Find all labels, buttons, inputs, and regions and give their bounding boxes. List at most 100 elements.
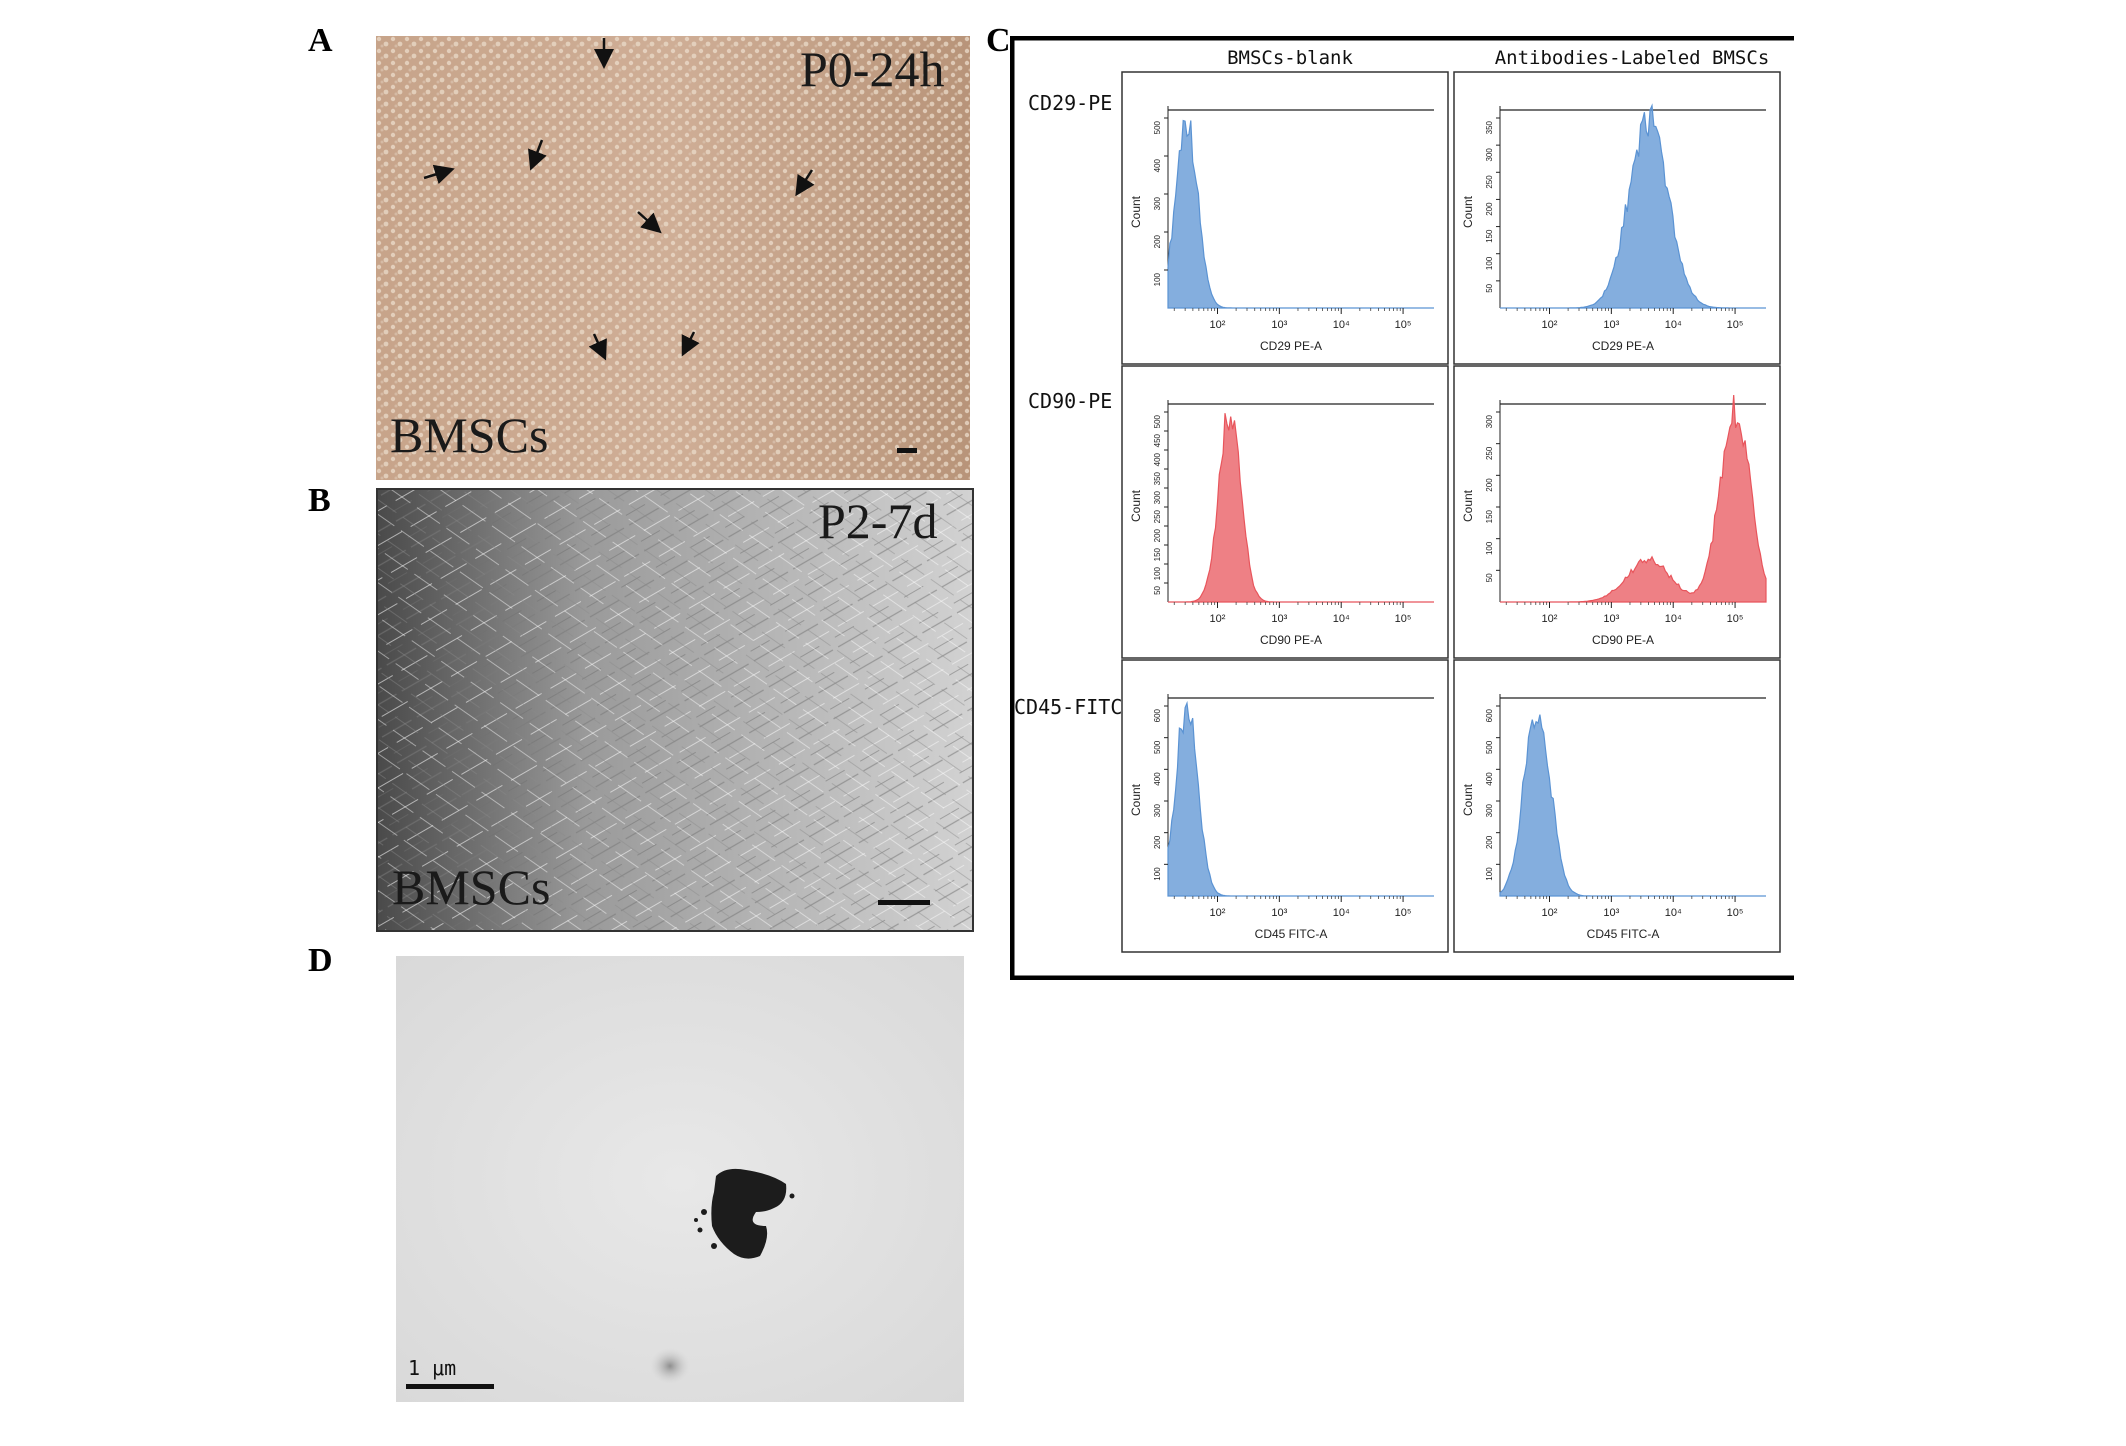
y-tick-label: 150 <box>1485 509 1494 523</box>
x-tick-label: 10² <box>1542 907 1558 919</box>
y-tick-label: 300 <box>1153 803 1162 817</box>
y-tick-label: 50 <box>1485 573 1494 582</box>
x-tick-label: 10³ <box>1603 907 1619 919</box>
column-header-blank: BMSCs-blank <box>1227 47 1353 69</box>
micrograph-b-image <box>378 490 972 930</box>
y-axis-label: Count <box>1129 489 1143 522</box>
y-tick-label: 500 <box>1153 120 1162 134</box>
y-tick-label: 500 <box>1153 414 1162 428</box>
x-axis-label: CD45 FITC-A <box>1587 927 1660 941</box>
x-tick-label: 10⁴ <box>1665 319 1682 331</box>
cell-label-b: BMSCs <box>392 859 551 915</box>
x-tick-label: 10⁵ <box>1727 907 1744 919</box>
histogram-fill <box>1499 714 1766 897</box>
tem-panel-d: 1 μm <box>396 956 964 1402</box>
histogram-fill <box>1167 700 1434 897</box>
y-tick-label: 100 <box>1153 272 1162 286</box>
x-tick-label: 10³ <box>1271 907 1287 919</box>
y-tick-label: 250 <box>1153 509 1162 523</box>
y-tick-label: 100 <box>1153 867 1162 881</box>
histogram-fill <box>1500 103 1766 309</box>
y-tick-label: 200 <box>1153 234 1162 248</box>
x-tick-label: 10³ <box>1271 613 1287 625</box>
x-axis-label: CD90 PE-A <box>1260 633 1322 647</box>
y-axis-label: Count <box>1461 489 1475 522</box>
histogram-plot: 50 100 150 200 250 300 10² 10³ 10⁴ 10⁵ Count CD90 P… <box>1453 365 1781 659</box>
y-tick-label: 50 <box>1485 283 1494 292</box>
y-tick-label: 300 <box>1153 196 1162 210</box>
y-tick-label: 400 <box>1153 772 1162 786</box>
panel-letter-b: B <box>308 482 331 519</box>
y-tick-label: 250 <box>1485 175 1494 189</box>
y-tick-label: 200 <box>1485 478 1494 492</box>
x-tick-label: 10⁵ <box>1395 613 1412 625</box>
x-tick-label: 10² <box>1210 319 1226 331</box>
histogram-fill <box>1167 119 1434 309</box>
y-tick-label: 150 <box>1485 229 1494 243</box>
scale-bar-label: 1 μm <box>408 1356 457 1380</box>
x-tick-label: 10⁴ <box>1333 319 1350 331</box>
x-tick-label: 10² <box>1210 613 1226 625</box>
y-tick-label: 300 <box>1485 803 1494 817</box>
y-tick-label: 500 <box>1485 740 1494 754</box>
scale-bar <box>406 1384 494 1389</box>
y-tick-label: 50 <box>1153 585 1162 594</box>
y-tick-label: 350 <box>1485 120 1494 134</box>
x-tick-label: 10³ <box>1271 319 1287 331</box>
histogram-fill <box>1500 394 1767 603</box>
plot-frame <box>1121 365 1449 659</box>
row-label-cd29: CD29-PE <box>1028 91 1112 115</box>
x-tick-label: 10⁵ <box>1727 319 1744 331</box>
y-tick-label: 300 <box>1485 148 1494 162</box>
y-tick-label: 600 <box>1485 708 1494 722</box>
y-tick-label: 250 <box>1485 446 1494 460</box>
y-axis-label: Count <box>1461 195 1475 228</box>
y-tick-label: 100 <box>1153 566 1162 580</box>
y-axis-label: Count <box>1461 783 1475 816</box>
x-tick-label: 10⁴ <box>1665 613 1682 625</box>
histogram-plot: 50 100 150 200 250 300 350 400 450 500 10² 10³ 10⁴ 10… <box>1121 365 1449 659</box>
x-tick-label: 10⁴ <box>1665 907 1682 919</box>
y-tick-label: 100 <box>1485 541 1494 555</box>
x-axis-label: CD90 PE-A <box>1592 633 1654 647</box>
micrograph-panel-a: P0-24h BMSCs <box>376 36 970 480</box>
flow-cytometry-figure: BMSCs-blank Antibodies-Labeled BMSCs CD2… <box>1009 35 1794 981</box>
y-axis-label: Count <box>1129 195 1143 228</box>
timepoint-label-a: P0-24h <box>800 41 945 97</box>
y-tick-label: 200 <box>1485 835 1494 849</box>
x-tick-label: 10⁵ <box>1395 319 1412 331</box>
x-axis-label: CD45 FITC-A <box>1255 927 1328 941</box>
panel-letter-d: D <box>308 942 333 979</box>
micrograph-a-image <box>376 36 970 480</box>
x-tick-label: 10² <box>1210 907 1226 919</box>
x-axis-label: CD29 PE-A <box>1260 339 1322 353</box>
y-tick-label: 400 <box>1153 452 1162 466</box>
histogram-plot: 100 200 300 400 500 600 10² 10³ 10⁴ 10⁵ Count CD45 … <box>1453 659 1781 953</box>
y-axis-label: Count <box>1129 783 1143 816</box>
x-tick-label: 10² <box>1542 613 1558 625</box>
x-tick-label: 10⁵ <box>1395 907 1412 919</box>
cell-label-a: BMSCs <box>390 407 549 463</box>
x-tick-label: 10⁵ <box>1727 613 1744 625</box>
row-label-cd45: CD45-FITC <box>1014 695 1122 719</box>
y-tick-label: 300 <box>1153 490 1162 504</box>
x-tick-label: 10³ <box>1603 613 1619 625</box>
x-tick-label: 10⁴ <box>1333 907 1350 919</box>
x-tick-label: 10³ <box>1603 319 1619 331</box>
y-tick-label: 300 <box>1485 414 1494 428</box>
y-tick-label: 500 <box>1153 740 1162 754</box>
y-tick-label: 100 <box>1485 867 1494 881</box>
y-tick-label: 350 <box>1153 471 1162 485</box>
column-header-labeled: Antibodies-Labeled BMSCs <box>1495 47 1770 69</box>
histogram-fill <box>1168 413 1434 603</box>
x-tick-label: 10² <box>1542 319 1558 331</box>
y-tick-label: 100 <box>1485 256 1494 270</box>
flow-cytometry-panel-c: BMSCs-blank Antibodies-Labeled BMSCs CD2… <box>1009 35 1794 981</box>
x-tick-label: 10⁴ <box>1333 613 1350 625</box>
y-tick-label: 150 <box>1153 547 1162 561</box>
plot-frame <box>1453 659 1781 953</box>
y-tick-label: 450 <box>1153 433 1162 447</box>
micrograph-panel-b: P2-7d BMSCs <box>376 488 974 932</box>
timepoint-label-b: P2-7d <box>818 493 938 549</box>
row-label-cd90: CD90-PE <box>1028 389 1112 413</box>
